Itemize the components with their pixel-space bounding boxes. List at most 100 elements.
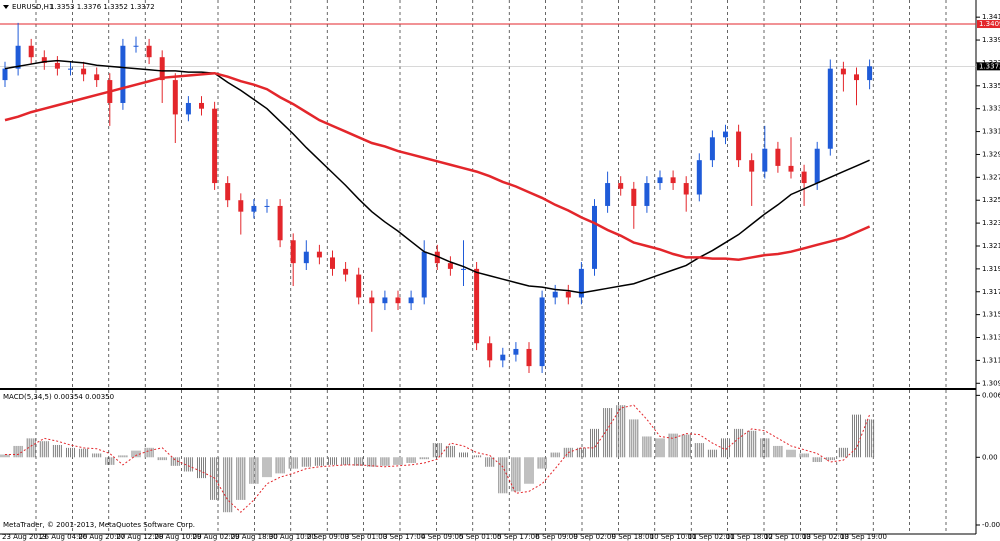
y-tick-label: 1.3255 — [982, 196, 1000, 204]
candle-body — [225, 183, 231, 201]
menu-arrow[interactable] — [3, 5, 9, 9]
y-tick-label: 1.3235 — [982, 219, 1000, 227]
candle-body — [199, 102, 204, 109]
last-price-box — [977, 62, 1000, 71]
candle-body — [146, 45, 152, 58]
candle-body — [369, 297, 375, 304]
candle-body — [81, 68, 87, 75]
signal-line — [5, 404, 871, 513]
y-tick-label: 0.00 — [982, 453, 998, 461]
candle-body — [578, 268, 584, 298]
y-tick-label: 1.3175 — [982, 288, 1000, 296]
x-tick-label: 13 Sep 19:00 — [840, 533, 887, 541]
time-grid — [35, 0, 947, 534]
candle-body — [395, 297, 401, 304]
x-tick-label: 4 Sep 09:00 — [421, 533, 463, 541]
candle-body — [631, 188, 637, 206]
x-tick-label: 11 Sep 02:00 — [688, 533, 735, 541]
y-tick-label: 0.00654 — [982, 391, 1000, 399]
x-tick-label: 29 Aug 02:00 — [193, 533, 240, 541]
candle-body — [54, 62, 60, 69]
candle-body — [461, 268, 466, 270]
y-tick-label: 1.3155 — [982, 311, 1000, 319]
candle-body — [421, 251, 427, 298]
x-tick-label: 26 Aug 20:00 — [78, 533, 125, 541]
candle-body — [159, 57, 165, 81]
candle-body — [539, 297, 545, 367]
candle-body — [474, 268, 480, 344]
candle-body — [526, 348, 532, 367]
copyright: MetaTrader, © 2001-2013, MetaQuotes Soft… — [3, 521, 195, 529]
candle-body — [840, 68, 846, 75]
candle-body — [801, 171, 807, 184]
candle-body — [94, 74, 100, 81]
candle-body — [827, 68, 833, 149]
candle-body — [736, 131, 742, 161]
candle-body — [814, 148, 820, 184]
candle-body — [264, 205, 270, 207]
candle-body — [670, 177, 676, 184]
candle-body — [68, 68, 73, 70]
candle-body — [723, 131, 728, 138]
candle-body — [683, 183, 689, 195]
candle-body — [696, 160, 702, 195]
x-tick-label: 23 Aug 2013 — [2, 533, 47, 541]
candle-body — [500, 354, 506, 361]
candle-body — [618, 183, 624, 189]
price-level-box — [977, 20, 1000, 29]
candle-body — [709, 137, 715, 161]
candle-body — [290, 240, 296, 264]
x-tick-label: 13 Sep 02:00 — [802, 533, 849, 541]
candle-body — [749, 160, 755, 172]
candle-body — [867, 66, 873, 81]
x-tick-label: 3 Sep 17:00 — [383, 533, 425, 541]
x-tick-label: 5 Sep 17:00 — [497, 533, 539, 541]
candle-body — [854, 74, 859, 81]
candle-body — [316, 251, 322, 258]
y-tick-label: 1.3095 — [982, 379, 1000, 387]
y-tick-label: 1.3335 — [982, 105, 1000, 113]
x-tick-label: 2 Sep 09:00 — [307, 533, 349, 541]
y-tick-label: 1.3295 — [982, 150, 1000, 158]
candle-body — [251, 205, 257, 212]
x-tick-label: 29 Aug 18:00 — [231, 533, 278, 541]
x-tick-label: 11 Sep 18:00 — [726, 533, 773, 541]
candle-body — [605, 183, 611, 206]
candle-body — [382, 297, 388, 304]
chart-ohlc: 1.3353 1.3376 1.3352 1.3372 — [50, 3, 155, 11]
candle-body — [120, 45, 126, 103]
candle-body — [303, 251, 309, 264]
candle-body — [513, 348, 519, 355]
candle-body — [644, 183, 650, 206]
chart-title: EURUSD,H1 — [12, 3, 53, 11]
last-price-label: 1.3372 — [979, 62, 1000, 70]
price-level-label: 1.3409 — [979, 20, 1000, 28]
candle-body — [657, 177, 663, 184]
x-tick-label: 12 Sep 10:00 — [764, 533, 811, 541]
y-tick-label: 1.3115 — [982, 356, 1000, 364]
x-tick-label: 3 Sep 01:00 — [345, 533, 387, 541]
candle-body — [212, 108, 218, 184]
moving-average — [4, 59, 870, 294]
y-tick-label: -0.00715 — [982, 521, 1000, 529]
candle-body — [330, 257, 335, 269]
candle-body — [277, 205, 283, 241]
y-tick-label: 1.3415 — [982, 13, 1000, 21]
candle-body — [41, 57, 47, 63]
x-tick-label: 26 Aug 04:00 — [40, 533, 87, 541]
y-tick-label: 1.3135 — [982, 334, 1000, 342]
x-tick-label: 30 Aug 10:00 — [269, 533, 316, 541]
x-tick-label: 27 Aug 12:00 — [116, 533, 163, 541]
candle-body — [762, 148, 768, 172]
candle-body — [28, 45, 34, 58]
x-tick-label: 9 Sep 18:00 — [612, 533, 654, 541]
candle-body — [592, 205, 597, 269]
moving-average — [4, 71, 871, 261]
macd-title: MACD(5,34,5) 0.00354 0.00350 — [3, 393, 114, 401]
candle-body — [356, 274, 362, 298]
y-tick-label: 1.3275 — [982, 173, 1000, 181]
candle-body — [552, 291, 558, 298]
candle-body — [788, 165, 794, 172]
y-tick-label: 1.3215 — [982, 242, 1000, 250]
